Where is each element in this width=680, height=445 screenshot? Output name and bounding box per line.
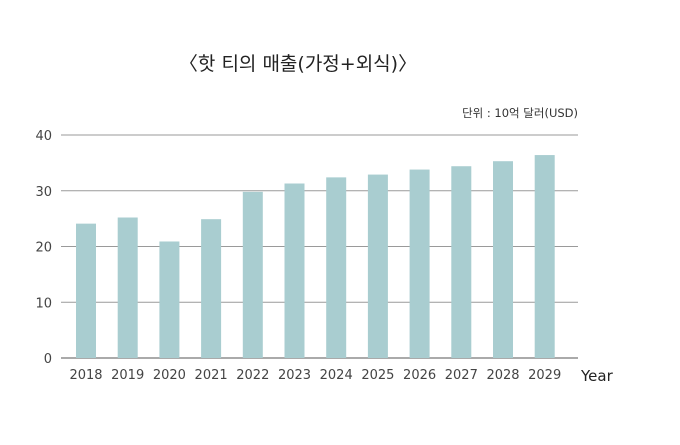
y-tick-label: 40	[35, 129, 52, 144]
bar-2023	[284, 183, 305, 358]
gridlines	[61, 134, 578, 359]
bars	[76, 155, 555, 358]
x-tick-label: 2029	[528, 368, 561, 383]
bar-2029	[534, 155, 555, 358]
y-axis-ticks: 0 10 20 30 40	[35, 129, 52, 367]
bar-2019	[117, 217, 138, 358]
x-tick-label: 2020	[153, 368, 186, 383]
x-tick-label: 2021	[195, 368, 228, 383]
x-tick-label: 2023	[278, 368, 311, 383]
x-tick-label: 2018	[69, 368, 102, 383]
x-tick-label: 2022	[236, 368, 269, 383]
x-tick-label: 2019	[111, 368, 144, 383]
bar-2021	[201, 219, 222, 358]
x-tick-label: 2025	[361, 368, 394, 383]
bar-2028	[493, 161, 513, 358]
chart-title: 〈핫 티의 매출(가정+외식)〉	[179, 53, 417, 75]
bar-2026	[409, 169, 430, 358]
bar-2027	[451, 166, 472, 358]
y-tick-label: 0	[44, 352, 52, 367]
x-tick-label: 2026	[403, 368, 436, 383]
x-axis-label: Year	[580, 367, 614, 385]
unit-label: 단위 : 10억 달러(USD)	[462, 106, 578, 120]
bar-2020	[159, 241, 180, 358]
bar-2018	[76, 223, 96, 358]
y-tick-label: 30	[35, 185, 52, 200]
y-tick-label: 20	[35, 241, 52, 256]
bar-2025	[367, 174, 388, 358]
y-tick-label: 10	[35, 296, 52, 311]
x-axis-ticks: 2018 2019 2020 2021 2022 2023 2024 2025 2026 2027…	[69, 368, 561, 383]
x-tick-label: 2024	[320, 368, 353, 383]
bar-2022	[242, 191, 263, 358]
x-tick-label: 2027	[445, 368, 478, 383]
x-tick-label: 2028	[486, 368, 519, 383]
bar-2024	[326, 177, 347, 358]
